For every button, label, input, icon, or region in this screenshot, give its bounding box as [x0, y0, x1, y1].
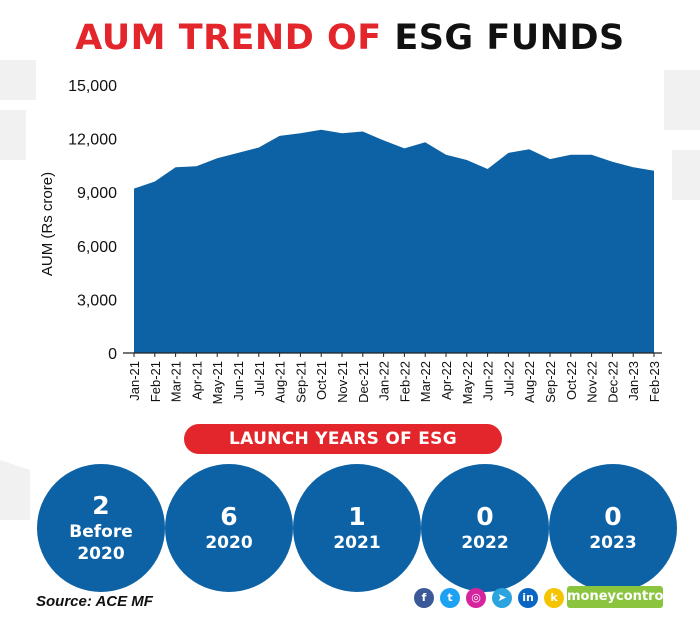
- title-part-red: AUM TREND OF: [75, 18, 382, 58]
- launch-year-circle: 0 2023: [549, 464, 677, 592]
- y-tick-label: 3,000: [77, 292, 117, 309]
- launch-year-label: Before: [69, 522, 133, 542]
- launch-year-label: 2020: [77, 544, 125, 564]
- x-tick-label: Jan-21: [127, 361, 142, 401]
- moneycontrol-logo: moneycontrol: [567, 586, 668, 608]
- x-tick-label: Nov-22: [585, 361, 600, 403]
- y-tick-label: 6,000: [77, 239, 117, 256]
- x-tick-label: Apr-21: [189, 361, 204, 400]
- x-tick-label: Mar-22: [418, 361, 433, 402]
- x-tick-label: Feb-23: [647, 361, 662, 402]
- x-tick-label: Nov-21: [335, 361, 350, 403]
- source-note: Source: ACE MF: [36, 593, 153, 610]
- x-tick-label: Jan-23: [626, 361, 641, 401]
- launch-year-circle: 0 2022: [421, 464, 549, 592]
- aum-area-series: [134, 129, 654, 353]
- y-tick-label: 9,000: [77, 185, 117, 202]
- x-tick-label: Sep-21: [293, 361, 308, 403]
- scheme-count: 1: [348, 502, 366, 531]
- launch-year-label: 2023: [589, 533, 637, 553]
- y-tick-label: 0: [108, 346, 117, 363]
- instagram-icon[interactable]: ◎: [466, 588, 486, 608]
- scheme-count: 6: [220, 502, 238, 531]
- y-tick-label: 12,000: [68, 132, 117, 149]
- x-tick-label: Dec-22: [605, 361, 620, 403]
- twitter-icon[interactable]: t: [440, 588, 460, 608]
- koo-icon[interactable]: k: [544, 588, 564, 608]
- x-tick-label: Feb-22: [397, 361, 412, 402]
- x-tick-label: Aug-22: [522, 361, 537, 403]
- telegram-icon[interactable]: ➤: [492, 588, 512, 608]
- x-tick-label: Dec-21: [356, 361, 371, 403]
- x-tick-label: Apr-22: [439, 361, 454, 400]
- scheme-count: 0: [604, 502, 622, 531]
- x-tick-label: Jul-21: [252, 361, 267, 396]
- aum-area-chart: 0 3,000 6,000 9,000 12,000 15,000 Jan-21 Feb-2…: [39, 78, 662, 404]
- x-tick-label: Jun-22: [481, 361, 496, 401]
- x-tick-label: Jul-22: [501, 361, 516, 396]
- x-tick-label: Oct-22: [564, 361, 579, 400]
- launch-year-label: 2022: [461, 533, 509, 553]
- x-tick-label: Jun-21: [231, 361, 246, 401]
- x-tick-label: Aug-21: [273, 361, 288, 403]
- x-tick-label: Mar-21: [169, 361, 184, 402]
- social-icons: f t ◎ ➤ in k: [414, 587, 570, 609]
- x-axis-ticks: Jan-21 Feb-21 Mar-21 Apr-21 May-21 Jun-21 Jul-…: [127, 353, 662, 404]
- launch-year-circle: 2 Before 2020: [37, 464, 165, 592]
- facebook-icon[interactable]: f: [414, 588, 434, 608]
- launch-year-circle: 1 2021: [293, 464, 421, 592]
- linkedin-icon[interactable]: in: [518, 588, 538, 608]
- y-tick-label: 15,000: [68, 78, 117, 95]
- y-axis-label: AUM (Rs crore): [39, 172, 56, 276]
- x-tick-label: Oct-21: [314, 361, 329, 400]
- x-tick-label: Jan-22: [377, 361, 392, 401]
- chart-title: AUM TREND OF ESG FUNDS: [0, 16, 700, 60]
- x-tick-label: May-21: [210, 361, 225, 404]
- x-tick-label: May-22: [460, 361, 475, 404]
- x-tick-label: Feb-21: [148, 361, 163, 402]
- launch-years-heading: LAUNCH YEARS OF ESG SCHEMES: [184, 424, 502, 479]
- scheme-count: 2: [92, 491, 110, 520]
- title-part-dark: ESG FUNDS: [394, 18, 625, 58]
- launch-year-label: 2020: [205, 533, 253, 553]
- scheme-count: 0: [476, 502, 494, 531]
- x-tick-label: Sep-22: [543, 361, 558, 403]
- launch-year-label: 2021: [333, 533, 381, 553]
- y-axis-ticks: 0 3,000 6,000 9,000 12,000 15,000: [68, 78, 117, 363]
- launch-year-circle: 6 2020: [165, 464, 293, 592]
